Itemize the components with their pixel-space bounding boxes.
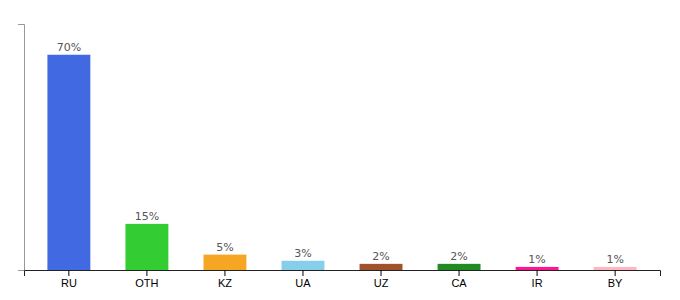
x-tick-label: UA [295, 277, 311, 289]
x-tick-mark [146, 270, 147, 276]
x-tick-mark [68, 270, 69, 276]
x-tick: CA [451, 270, 467, 289]
x-tick-label: UZ [374, 277, 389, 289]
data-label: 1% [606, 253, 623, 266]
x-tick: BY [608, 270, 623, 289]
bar [203, 255, 246, 270]
data-label: 15% [135, 210, 159, 223]
x-tick-mark [224, 270, 225, 276]
data-label: 1% [528, 253, 545, 266]
x-tick: UZ [374, 270, 389, 289]
bar [594, 267, 637, 270]
x-tick-mark [615, 270, 616, 276]
data-label: 2% [372, 250, 389, 263]
bar [125, 224, 168, 270]
chart-svg: RU OTH KZ UA UZ CA IR BY 70% 15% 5% 3% 2% 2% 1% 1% [0, 0, 680, 300]
data-label: 2% [450, 250, 467, 263]
x-tick-label: RU [61, 277, 77, 289]
x-tick-label: KZ [218, 277, 232, 289]
x-tick-mark [459, 270, 460, 276]
x-tick-label: IR [532, 277, 543, 289]
x-tick: UA [295, 270, 311, 289]
x-tick-mark [537, 270, 538, 276]
data-label: 5% [216, 241, 233, 254]
x-axis-line [25, 271, 661, 277]
x-tick: OTH [135, 270, 158, 289]
x-tick-label: CA [451, 277, 467, 289]
bar [282, 261, 325, 270]
y-axis [18, 25, 25, 271]
bar [438, 264, 481, 270]
data-labels: 70% 15% 5% 3% 2% 2% 1% 1% [57, 41, 624, 266]
x-tick-label: BY [608, 277, 623, 289]
bar [47, 55, 90, 270]
x-tick: RU [61, 270, 77, 289]
x-tick: KZ [218, 270, 232, 289]
chart-container: RU OTH KZ UA UZ CA IR BY 70% 15% 5% 3% 2% 2% 1% 1% [0, 0, 680, 300]
x-axis: RU OTH KZ UA UZ CA IR BY [25, 270, 661, 289]
x-tick-mark [302, 270, 303, 276]
x-tick: IR [532, 270, 543, 289]
bars [47, 55, 636, 270]
y-axis-line [18, 25, 25, 271]
data-label: 70% [57, 41, 81, 54]
bar [360, 264, 403, 270]
x-tick-label: OTH [135, 277, 158, 289]
plot-area: RU OTH KZ UA UZ CA IR BY 70% 15% 5% 3% 2% 2% 1% 1% [18, 25, 661, 289]
x-tick-mark [381, 270, 382, 276]
bar [516, 267, 559, 270]
data-label: 3% [294, 247, 311, 260]
